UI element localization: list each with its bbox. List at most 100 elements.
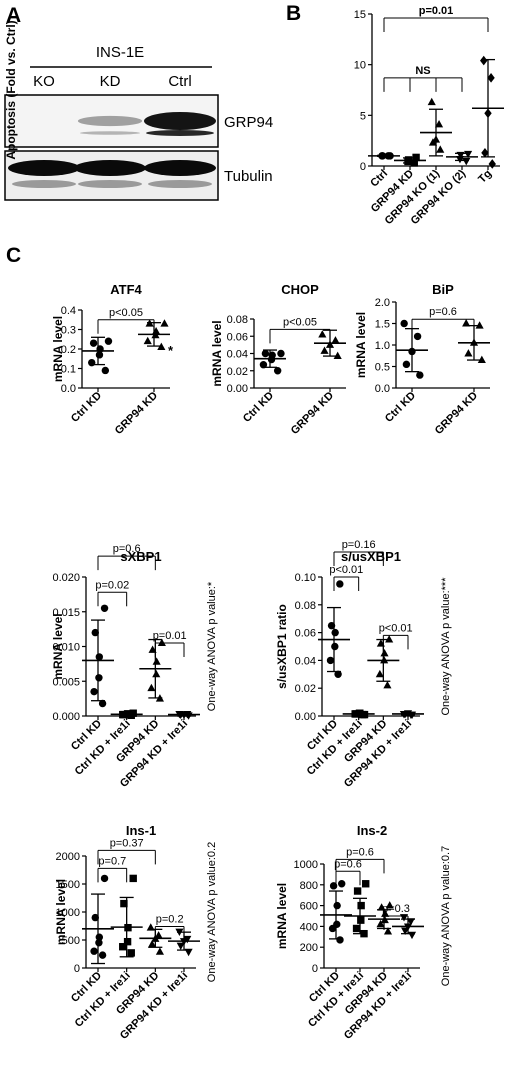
significance-label: p=0.37 [110, 837, 144, 849]
data-point [436, 145, 445, 153]
data-point [462, 157, 471, 166]
cell-line-label: INS-1E [96, 44, 144, 61]
y-tick-label: 500 [62, 935, 80, 947]
significance-label: p=0.02 [95, 579, 129, 591]
y-tick-label: 0.04 [295, 655, 316, 667]
data-point [416, 371, 424, 379]
data-point [357, 901, 365, 910]
y-tick-label: 0.2 [61, 344, 76, 356]
data-point [320, 346, 329, 354]
y-axis-label: mRNA level [275, 883, 289, 949]
tubulin-band-lower [148, 180, 212, 188]
y-axis-label: mRNA level [354, 312, 368, 378]
y-tick-label: 1000 [56, 907, 80, 919]
data-point [155, 947, 164, 955]
significance-label: p=0.6 [334, 858, 362, 870]
data-point [152, 669, 161, 678]
data-point [95, 674, 103, 682]
significance-label: p=0.6 [346, 846, 374, 858]
lane-label-ctrl: Ctrl [168, 73, 191, 90]
data-point [401, 927, 410, 935]
chart-title: Ins-1 [126, 823, 156, 838]
data-point [129, 874, 137, 883]
data-point [333, 920, 341, 929]
data-point [91, 628, 99, 637]
y-tick-label: 0.005 [52, 676, 80, 688]
data-point [154, 931, 163, 939]
lane-label-kd: KD [100, 73, 121, 90]
panel-c-letter: C [6, 244, 21, 267]
y-tick-label: 0.06 [227, 331, 248, 343]
y-tick-label: 800 [300, 880, 318, 892]
y-tick-label: 0 [360, 161, 366, 173]
data-point [375, 669, 384, 678]
data-point [353, 887, 362, 895]
chart-title: Ins-2 [357, 823, 387, 838]
lane-label-ko: KO [33, 73, 55, 90]
data-point [413, 332, 422, 341]
data-point [101, 366, 110, 375]
data-point [152, 327, 161, 335]
y-tick-label: 0 [312, 963, 318, 975]
significance-label: p=0.7 [98, 855, 126, 867]
grp94-band [144, 112, 216, 130]
y-tick-label: 1000 [294, 859, 318, 871]
y-tick-label: 0.3 [61, 325, 76, 337]
chart-title: BiP [432, 282, 454, 297]
data-point [481, 148, 489, 158]
tubulin-blot-label: Tubulin [224, 168, 273, 185]
data-point [273, 367, 282, 375]
data-point [261, 349, 270, 358]
y-tick-label: 0.015 [52, 607, 80, 619]
y-tick-label: 0.1 [61, 364, 76, 376]
y-axis-label: Apoptosis (Fold vs. Ctrl) [4, 20, 18, 159]
data-point [176, 942, 185, 951]
data-point [383, 680, 392, 689]
y-tick-label: 1.0 [375, 340, 390, 352]
point-annotation: * [168, 343, 174, 358]
grp94-blot-label: GRP94 [224, 114, 273, 131]
anova-label: One-way ANOVA p value:* [206, 581, 218, 711]
data-point [331, 642, 339, 651]
data-point [104, 337, 113, 345]
significance-label: p<0.05 [283, 316, 317, 328]
significance-label: p=0.01 [419, 5, 454, 17]
data-point [183, 935, 192, 944]
data-point [95, 653, 104, 661]
panel-a-letter: A [6, 4, 21, 27]
y-tick-label: 0.020 [52, 572, 80, 584]
tubulin-band-lower [78, 180, 142, 188]
data-point [381, 909, 390, 917]
chart-ins2: Ins-2 0 200 400 600 800 1000 mRNA level One-way … [275, 823, 452, 1042]
data-point [464, 349, 473, 357]
data-point [147, 940, 157, 948]
data-point [157, 638, 166, 646]
data-point [98, 699, 107, 708]
x-tick-label: Tg [476, 168, 494, 186]
data-point [329, 882, 338, 890]
panel-b-letter: B [286, 2, 301, 25]
y-tick-label: 0.0 [375, 383, 390, 395]
y-axis-label: mRNA level [51, 316, 65, 382]
y-tick-label: 0 [74, 963, 80, 975]
anova-label: One-way ANOVA p value:0.2 [206, 842, 218, 982]
y-axis-label: mRNA level [51, 613, 65, 679]
data-point [90, 687, 98, 696]
grp94-band [77, 115, 143, 127]
data-point [376, 919, 385, 928]
data-point [277, 349, 285, 358]
data-point [119, 943, 127, 951]
significance-label: NS [415, 65, 430, 77]
data-point [385, 901, 394, 909]
y-tick-label: 2000 [56, 851, 80, 863]
chart-susxbp1: s/usXBP1 0.00 0.02 0.04 0.06 0.08 0.10 s/usXBP1… [275, 539, 452, 790]
significance-label: p=0.3 [382, 903, 410, 915]
data-point [123, 937, 132, 946]
y-tick-label: 5 [360, 110, 366, 122]
y-tick-label: 400 [300, 921, 318, 933]
data-point [333, 901, 341, 910]
data-point [148, 645, 157, 653]
